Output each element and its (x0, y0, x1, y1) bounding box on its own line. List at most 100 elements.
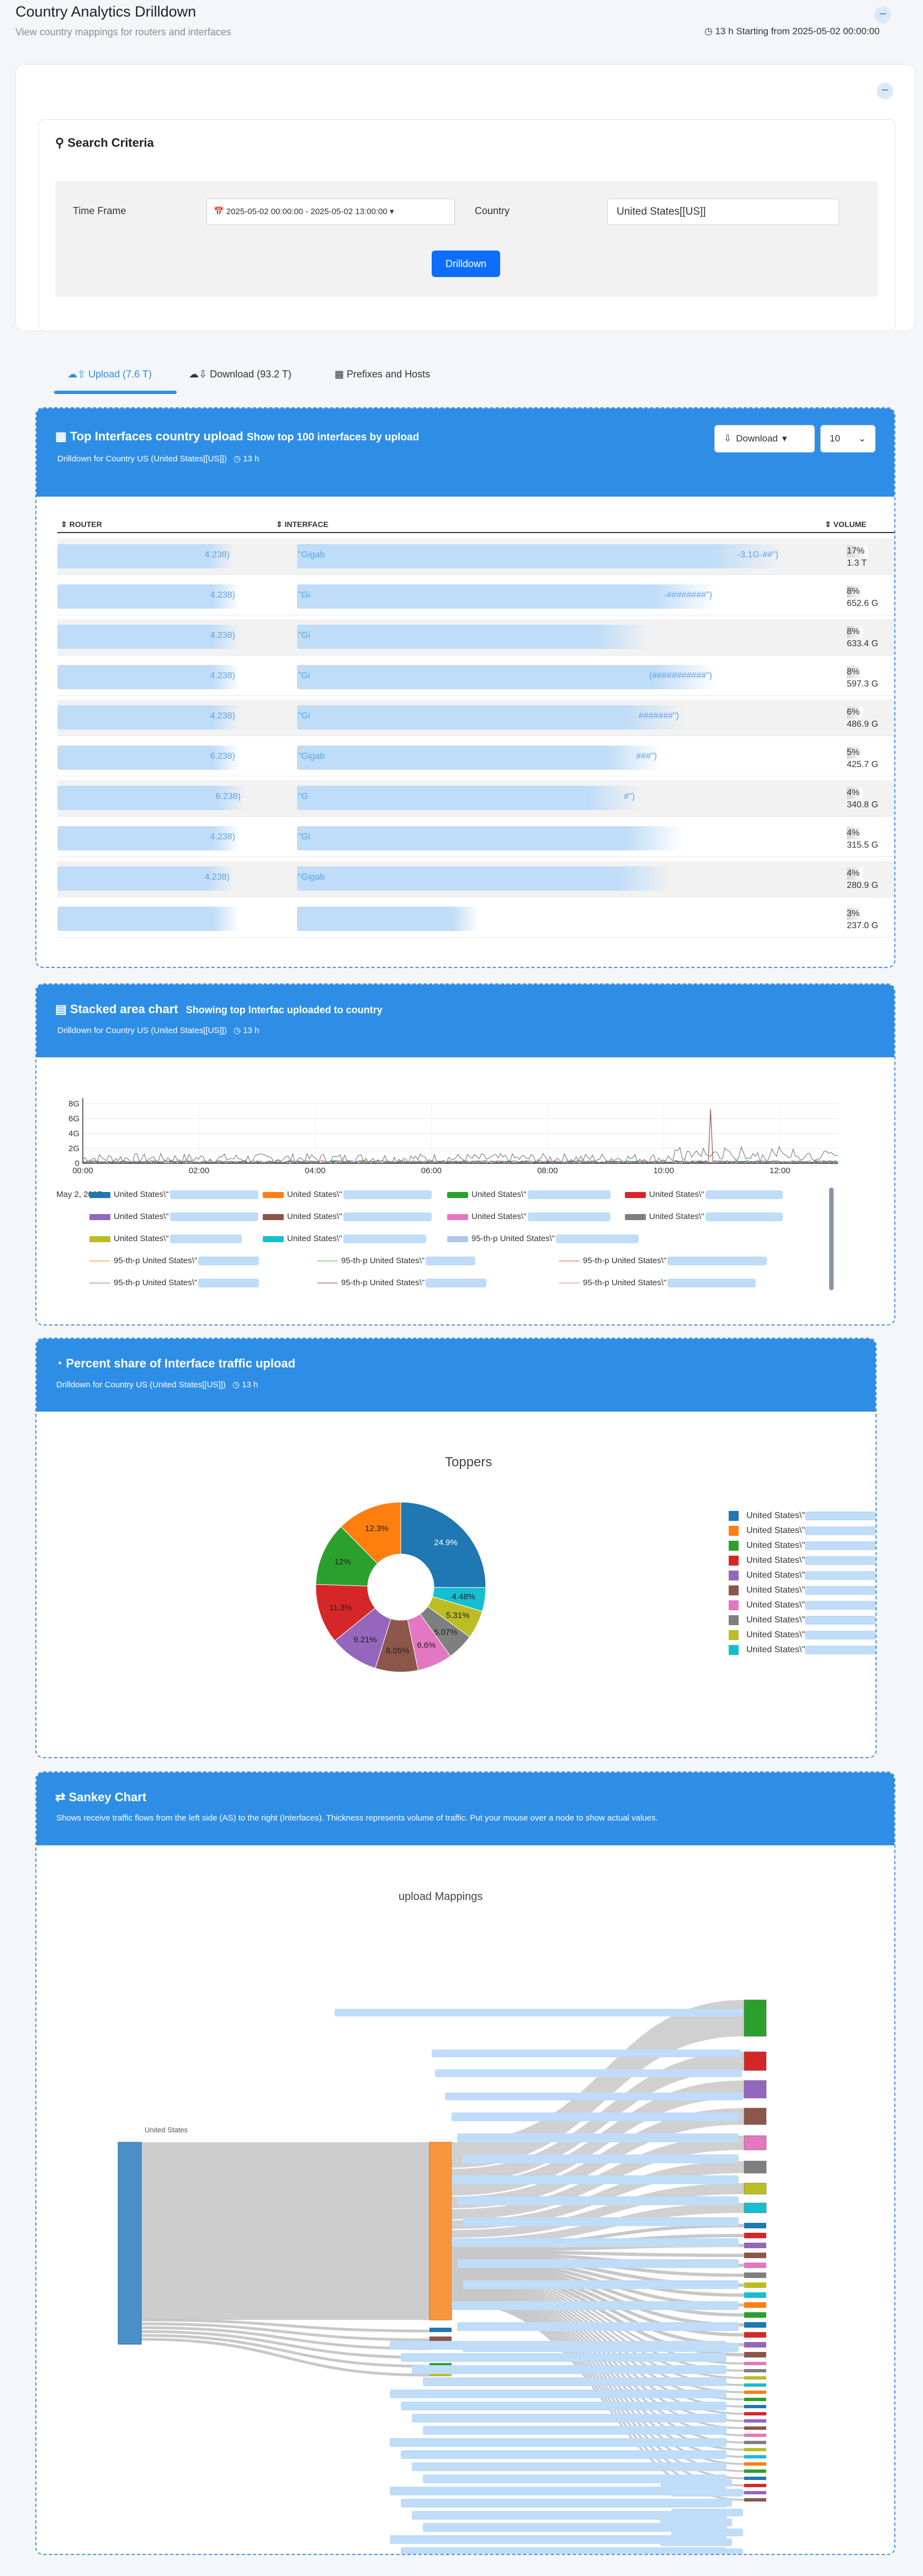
table-row[interactable]: 3% 237.0 G (57, 901, 894, 938)
sankey-node-target[interactable] (744, 2469, 766, 2473)
table-row[interactable]: 4.238) "Gi -########") 8% 652.6 G (57, 579, 894, 615)
legend-item[interactable]: United States\" (89, 1234, 242, 1244)
sankey-node-target[interactable] (744, 2253, 766, 2258)
drilldown-button[interactable]: Drilldown (432, 251, 500, 277)
collapse-panel-button[interactable]: − (877, 83, 893, 99)
sankey-link[interactable] (141, 2338, 430, 2377)
sankey-node-target[interactable] (744, 2051, 767, 2071)
sankey-node-target[interactable] (744, 2426, 766, 2430)
sankey-link[interactable] (451, 2282, 745, 2422)
sankey-node-target[interactable] (744, 2292, 766, 2298)
sankey-node-target[interactable] (744, 2080, 767, 2099)
table-row[interactable]: 4.238) "Gi #######") 6% 486.9 G (57, 700, 894, 736)
collapse-top-button[interactable]: − (874, 7, 891, 23)
sankey-node-target[interactable] (744, 2342, 766, 2348)
country-input[interactable]: United States[[US]] (607, 199, 839, 225)
legend-item[interactable]: 95-th-p United States\" (447, 1234, 639, 1244)
sankey-node-interface[interactable] (429, 2328, 452, 2332)
sankey-node-target[interactable] (744, 2498, 766, 2502)
pie-legend-item[interactable]: United States\" (729, 1571, 876, 1580)
table-row[interactable]: 4.238) "Gigab -3.1G-##") 17% 1.3 T (57, 539, 894, 575)
sankey-chart[interactable] (36, 1905, 895, 2555)
sankey-node-target[interactable] (744, 2419, 766, 2423)
sankey-node-interface[interactable] (429, 2337, 452, 2341)
download-button[interactable]: ⇩ Download ▾ (714, 425, 815, 453)
table-row[interactable]: 4.238) "Gigab 4% 280.9 G (57, 861, 894, 897)
sankey-node-target[interactable] (744, 2243, 766, 2248)
sankey-node-target[interactable] (744, 2441, 766, 2444)
sankey-link[interactable] (141, 2322, 430, 2341)
sankey-node-target[interactable] (744, 2183, 767, 2195)
sankey-node-target[interactable] (744, 2491, 766, 2494)
sankey-node-target[interactable] (744, 2391, 766, 2394)
sankey-node-target[interactable] (744, 2332, 766, 2338)
tab-download[interactable]: ☁⇩ Download (93.2 T) (189, 369, 291, 380)
sankey-node-target[interactable] (744, 2202, 767, 2213)
pie-legend-item[interactable]: United States\" (729, 1526, 876, 1536)
sankey-node-target[interactable] (744, 2272, 766, 2278)
sankey-node-target[interactable] (744, 2477, 766, 2480)
pie-legend-item[interactable]: United States\" (729, 1630, 876, 1640)
pie-chart[interactable]: 24.9% 4.48% 5.31% 5.07% 6.6% 8.05% 9.21% 11.3% 1… (301, 1488, 500, 1686)
sankey-node-target[interactable] (744, 2107, 767, 2125)
legend-item[interactable]: United States\" (263, 1212, 432, 1222)
sankey-link[interactable] (452, 2000, 744, 2168)
legend-item[interactable]: 95-th-p United States\" (89, 1256, 259, 1266)
sankey-node-target[interactable] (744, 2412, 766, 2415)
page-size-select[interactable]: 10 ⌄ (820, 425, 876, 453)
table-row[interactable]: 6.238) "Gigab ###") 5% 425.7 G (57, 740, 894, 776)
pie-legend-item[interactable]: United States\" (729, 1556, 876, 1566)
column-header-interface[interactable]: ⇕ INTERFACE (276, 520, 328, 529)
legend-scrollbar[interactable] (829, 1188, 834, 1290)
legend-item[interactable]: United States\" (625, 1212, 783, 1222)
pie-legend-item[interactable]: United States\" (729, 1645, 876, 1655)
pie-slice[interactable] (400, 1502, 486, 1588)
sankey-node-target[interactable] (744, 2405, 766, 2408)
sankey-link[interactable] (141, 2334, 430, 2368)
pie-legend-item[interactable]: United States\" (729, 1615, 876, 1625)
sankey-node-target[interactable] (744, 2484, 766, 2487)
sankey-link[interactable] (141, 2330, 430, 2359)
sankey-node-target[interactable] (744, 2263, 766, 2268)
sankey-node-target[interactable] (744, 2135, 767, 2151)
sankey-node-target[interactable] (744, 2455, 766, 2458)
sankey-node-target[interactable] (744, 2160, 767, 2174)
sankey-node-target[interactable] (744, 2352, 766, 2357)
sankey-node-target[interactable] (744, 2282, 766, 2288)
stacked-area-chart[interactable]: 0 2G 4G 6G 8G 00:00 02:00 04:00 06:00 08:00 10:00 1… (36, 1057, 895, 1326)
sankey-link[interactable] (451, 2250, 745, 2257)
column-header-router[interactable]: ⇕ ROUTER (61, 520, 102, 529)
sankey-node-target[interactable] (744, 2302, 766, 2308)
sankey-link[interactable] (141, 2326, 430, 2350)
legend-item[interactable]: 95-th-p United States\" (317, 1256, 476, 1266)
sankey-node-target[interactable] (744, 1999, 767, 2037)
legend-item[interactable]: 95-th-p United States\" (559, 1256, 767, 1266)
sankey-node-target[interactable] (744, 2233, 766, 2238)
legend-item[interactable]: United States\" (89, 1190, 258, 1200)
column-header-volume[interactable]: ⇕ VOLUME (825, 520, 867, 529)
table-row[interactable]: 4.238) "Gi (###########") 8% 597.3 G (57, 659, 894, 696)
pie-legend-item[interactable]: United States\" (729, 1541, 876, 1551)
table-row[interactable]: 6.238) "G #") 4% 340.8 G (57, 780, 894, 817)
sankey-node-target[interactable] (744, 2462, 766, 2466)
legend-item[interactable]: United States\" (447, 1190, 611, 1200)
pie-legend-item[interactable]: United States\" (729, 1585, 876, 1595)
legend-item[interactable]: 95-th-p United States\" (89, 1278, 259, 1288)
pie-legend-item[interactable]: United States\" (729, 1600, 876, 1610)
tab-prefixes-hosts[interactable]: ▦ Prefixes and Hosts (335, 369, 431, 380)
sankey-node-target[interactable] (744, 2383, 766, 2387)
legend-item[interactable]: United States\" (263, 1234, 426, 1244)
sankey-node-target[interactable] (744, 2376, 766, 2380)
legend-item[interactable]: 95-th-p United States\" (317, 1278, 487, 1288)
sankey-link[interactable] (451, 2290, 745, 2458)
pie-legend-item[interactable]: United States\" (729, 1511, 876, 1521)
legend-item[interactable]: United States\" (89, 1212, 258, 1222)
sankey-link[interactable] (141, 2142, 429, 2320)
sankey-node-target[interactable] (744, 2223, 766, 2228)
table-row[interactable]: 4.238) "Gi 8% 633.4 G (57, 619, 894, 656)
legend-item[interactable]: United States\" (263, 1190, 432, 1200)
sankey-node-target[interactable] (744, 2369, 766, 2372)
sankey-node-source[interactable] (118, 2142, 142, 2345)
legend-item[interactable]: United States\" (625, 1190, 783, 1200)
sankey-link[interactable] (141, 2318, 430, 2333)
